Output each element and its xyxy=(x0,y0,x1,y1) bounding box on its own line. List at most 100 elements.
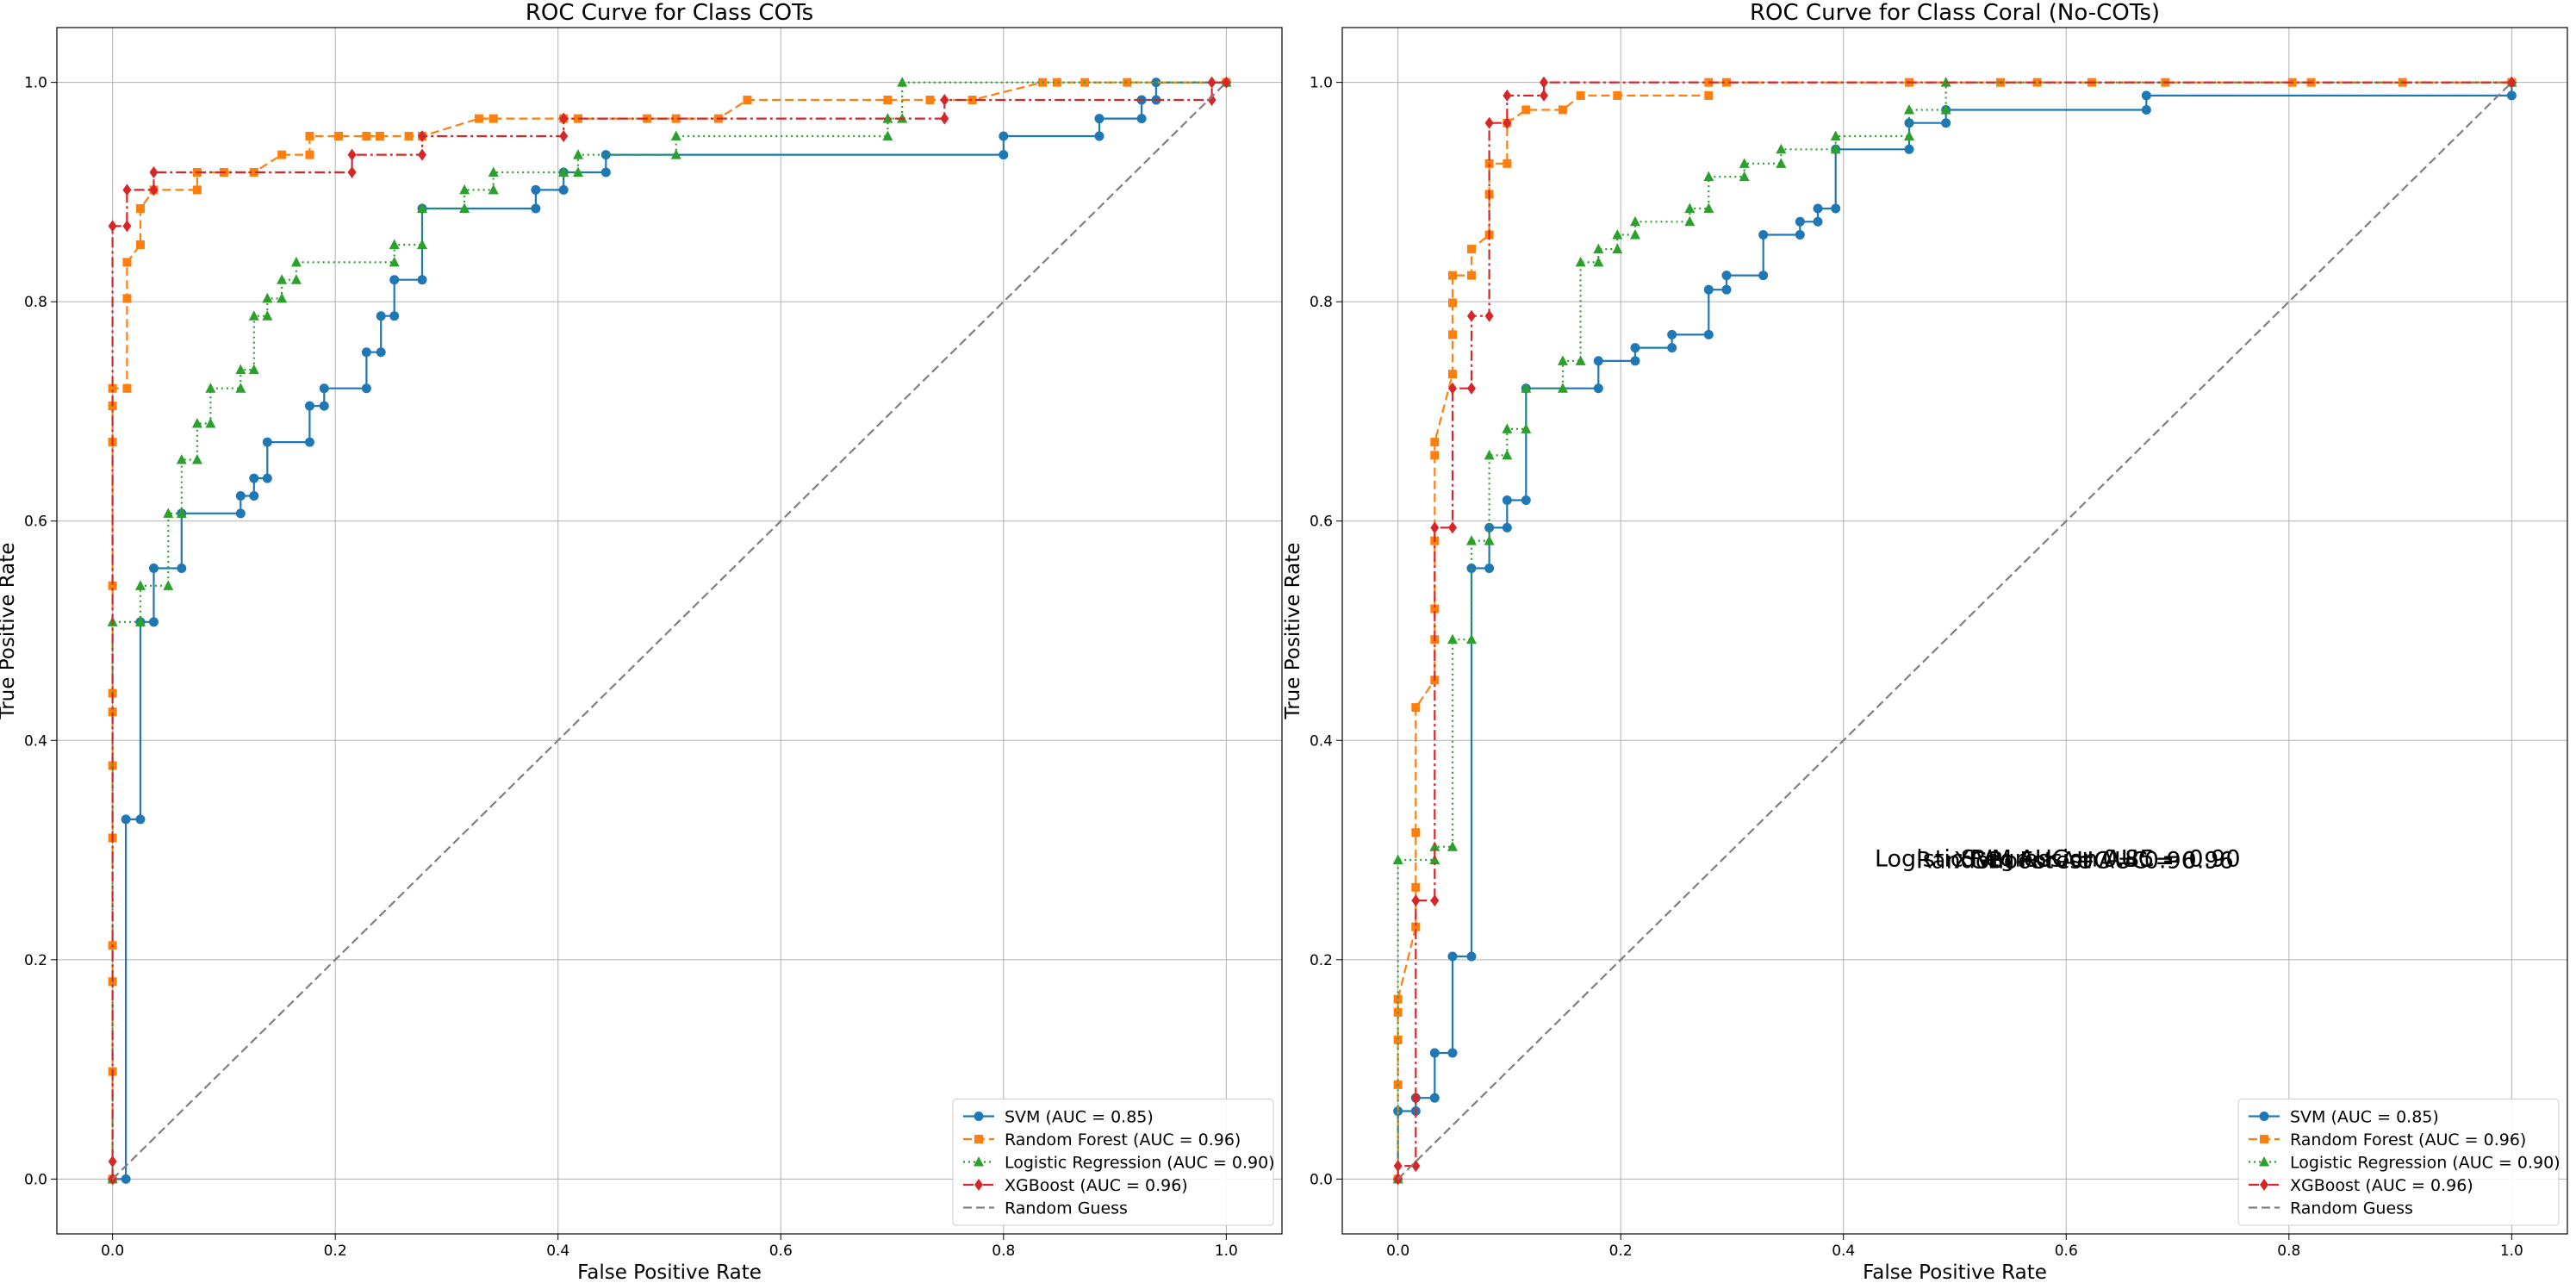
data-point xyxy=(1484,563,1495,573)
data-point xyxy=(122,184,132,196)
legend-label: Random Forest (AUC = 0.96) xyxy=(2290,1130,2526,1149)
legend-marker xyxy=(974,1179,983,1191)
data-point xyxy=(418,148,427,161)
data-point xyxy=(1430,438,1440,447)
data-point xyxy=(1447,521,1457,534)
data-point xyxy=(883,96,893,104)
data-point xyxy=(205,383,216,393)
data-point xyxy=(1557,383,1568,393)
data-point xyxy=(361,347,371,358)
data-point xyxy=(122,220,132,233)
data-point xyxy=(249,168,258,177)
data-point xyxy=(1813,216,1823,227)
data-point xyxy=(148,617,159,627)
series-layer xyxy=(107,76,1232,1186)
data-point xyxy=(1465,535,1477,545)
x-tick-label: 0.4 xyxy=(1832,1243,1855,1260)
data-point xyxy=(277,274,288,284)
y-tick-label: 0.0 xyxy=(24,1171,47,1188)
legend-label: Random Guess xyxy=(2290,1199,2413,1218)
data-point xyxy=(558,184,569,195)
series-svm xyxy=(108,78,1231,1184)
data-point xyxy=(1667,329,1677,339)
legend-marker xyxy=(974,1156,984,1167)
data-point xyxy=(559,130,569,142)
data-point xyxy=(1411,1092,1421,1105)
data-point xyxy=(1411,703,1421,713)
data-point xyxy=(1831,203,1841,214)
data-point xyxy=(135,814,146,825)
x-tick-label: 0.0 xyxy=(101,1243,124,1260)
data-point xyxy=(1539,76,1548,89)
data-point xyxy=(1123,78,1132,87)
data-point xyxy=(1776,158,1787,168)
data-point xyxy=(1411,882,1421,892)
data-point xyxy=(488,114,498,123)
legend-item: XGBoost (AUC = 0.96) xyxy=(963,1176,1188,1195)
x-tick-label: 0.6 xyxy=(769,1243,793,1260)
data-point xyxy=(1502,522,1512,533)
data-point xyxy=(1430,451,1440,460)
data-point xyxy=(1447,382,1457,395)
data-point xyxy=(1795,216,1805,227)
data-point xyxy=(417,202,428,213)
chart-title: ROC Curve for Class COTs xyxy=(526,0,813,26)
data-point xyxy=(1447,951,1458,962)
data-point xyxy=(290,274,302,284)
legend-item: Random Guess xyxy=(963,1199,1128,1218)
data-point xyxy=(1575,256,1586,267)
data-point xyxy=(600,167,611,178)
data-point xyxy=(417,275,427,285)
data-point xyxy=(1758,271,1769,281)
series-random xyxy=(1397,81,2513,1180)
data-point xyxy=(149,184,159,196)
data-point xyxy=(2032,78,2042,87)
data-point xyxy=(192,185,202,195)
data-point xyxy=(572,149,583,159)
data-point xyxy=(940,94,949,106)
data-point xyxy=(882,113,893,123)
y-tick-label: 0.2 xyxy=(24,952,47,969)
data-point xyxy=(1502,495,1512,506)
overlay-annotation: Random Forest AUC = 0.96 xyxy=(1916,848,2234,875)
series-layer xyxy=(1392,76,2517,1186)
data-point xyxy=(1630,356,1640,366)
y-tick-label: 1.0 xyxy=(24,75,47,92)
series-logistic xyxy=(107,77,1232,1184)
series-line xyxy=(1397,81,2512,1180)
data-point xyxy=(1703,171,1714,182)
data-point xyxy=(304,401,314,411)
data-point xyxy=(1392,854,1403,864)
data-point xyxy=(1612,243,1623,254)
data-point xyxy=(743,96,752,104)
data-point xyxy=(1903,130,1914,140)
data-point xyxy=(1558,105,1567,115)
data-point xyxy=(1758,230,1769,240)
x-tick-label: 0.2 xyxy=(1609,1243,1633,1260)
data-point xyxy=(1447,271,1457,280)
data-point xyxy=(1502,449,1513,460)
data-point xyxy=(488,166,499,177)
data-point xyxy=(262,310,273,321)
data-point xyxy=(1466,271,1476,280)
data-point xyxy=(304,437,314,447)
plot-frame xyxy=(56,27,1283,1235)
y-tick-label: 0.8 xyxy=(24,294,47,311)
data-point xyxy=(249,490,259,501)
data-point xyxy=(1703,329,1714,339)
data-point xyxy=(1703,284,1714,295)
legend-frame xyxy=(2237,1099,2560,1226)
data-point xyxy=(1593,256,1604,267)
data-point xyxy=(1429,841,1440,851)
data-point xyxy=(1466,563,1477,573)
data-point xyxy=(235,508,246,519)
data-point xyxy=(572,166,583,177)
data-point xyxy=(1094,114,1104,124)
legend-item: XGBoost (AUC = 0.96) xyxy=(2249,1176,2473,1195)
data-point xyxy=(1521,105,1531,115)
data-point xyxy=(177,563,187,573)
data-point xyxy=(334,132,344,140)
legend-marker xyxy=(2260,1135,2268,1143)
data-point xyxy=(389,256,400,267)
